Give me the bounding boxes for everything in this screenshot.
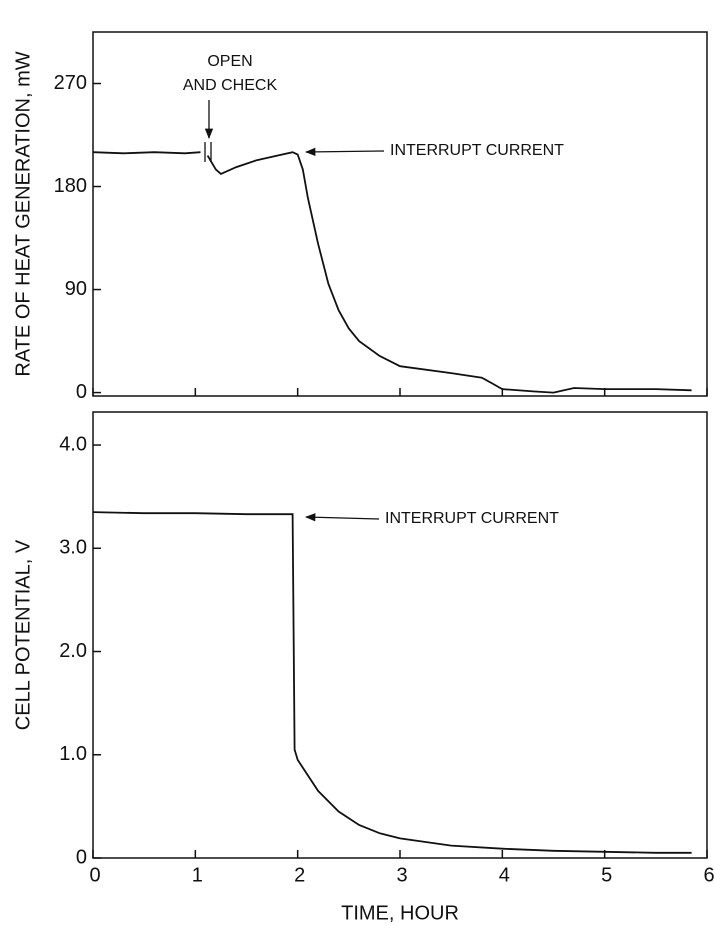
annotation: INTERRUPT CURRENT xyxy=(390,142,564,159)
y-tick-label: 270 xyxy=(54,72,87,94)
y-tick-label: 90 xyxy=(65,278,87,300)
y-tick-label: 3.0 xyxy=(59,537,87,559)
x-tick-label: 0 xyxy=(89,864,100,886)
x-tick-label: 6 xyxy=(703,864,714,886)
x-tick-label: 5 xyxy=(601,864,612,886)
annotation: AND CHECK xyxy=(183,77,278,94)
y-tick-label: 180 xyxy=(54,175,87,197)
y-tick-label: 0 xyxy=(76,381,87,403)
y-tick-label: 0 xyxy=(76,846,87,868)
x-tick-label: 4 xyxy=(499,864,510,886)
annotation: OPEN xyxy=(207,53,252,70)
x-axis-label: TIME, HOUR xyxy=(341,902,459,924)
y-tick-label: 2.0 xyxy=(59,640,87,662)
y-tick-label: 1.0 xyxy=(59,743,87,765)
x-tick-label: 1 xyxy=(192,864,203,886)
y-tick-label: 4.0 xyxy=(59,433,87,455)
annotation-arrow xyxy=(304,147,385,157)
y-axis-label: RATE OF HEAT GENERATION, mW xyxy=(12,51,34,376)
data-line xyxy=(92,511,692,854)
x-tick-label: 3 xyxy=(396,864,407,886)
y-axis-label: CELL POTENTIAL, V xyxy=(12,539,34,730)
x-tick-label: 2 xyxy=(294,864,305,886)
plot-frame xyxy=(92,411,708,859)
annotation-arrow xyxy=(304,513,380,522)
annotation: INTERRUPT CURRENT xyxy=(385,510,559,527)
data-line xyxy=(92,151,692,394)
